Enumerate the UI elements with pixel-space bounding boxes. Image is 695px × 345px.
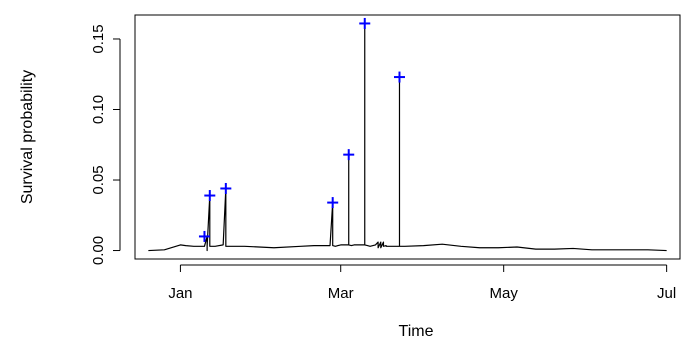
y-axis: 0.00 0.05 0.10 0.15 [90,24,121,265]
y-axis-title: Survival probability [19,70,36,204]
peak-marker-2 [204,190,216,202]
y-tick-label: 0.15 [90,24,107,53]
x-tick-label: Jul [657,285,676,302]
peak-marker-1 [198,230,210,242]
x-tick-label: May [490,285,519,302]
plot-frame [134,14,681,260]
peak-marker-7 [393,71,405,83]
peak-marker-3 [220,182,232,194]
y-tick-label: 0.00 [90,236,107,265]
peak-marker-5 [343,149,355,161]
series-line [148,22,667,252]
x-tick-label: Mar [328,285,354,302]
x-axis: Jan Mar May Jul [168,264,676,302]
x-tick-label: Jan [168,285,192,302]
peak-marker-4 [327,197,339,209]
y-tick-label: 0.10 [90,95,107,124]
x-axis-title: Time [399,323,434,340]
plot-area [134,14,681,260]
markers [198,17,405,242]
y-tick-label: 0.05 [90,165,107,194]
peak-marker-6 [359,17,371,29]
